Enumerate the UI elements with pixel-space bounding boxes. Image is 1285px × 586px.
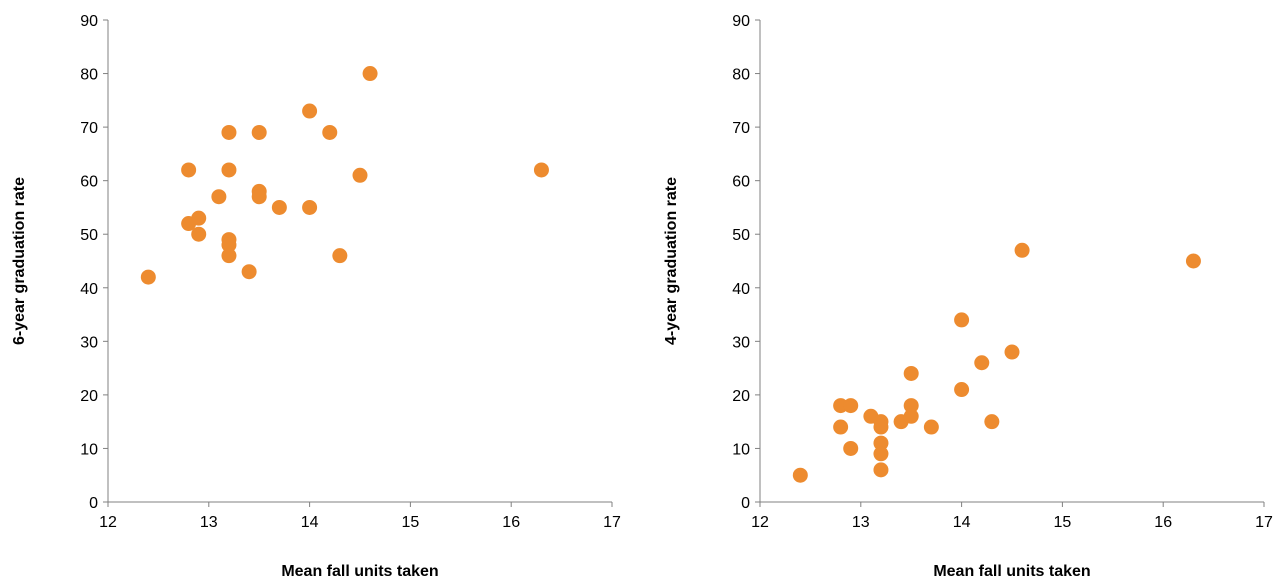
right-x-tick-label: 13 <box>852 514 870 531</box>
left-data-point <box>302 199 318 215</box>
left-x-tick-label: 12 <box>99 514 117 531</box>
right-data-point <box>923 419 939 435</box>
right-data-point <box>843 398 859 414</box>
right-y-tick-label: 50 <box>732 227 750 244</box>
left-data-point <box>332 248 348 264</box>
left-data-point <box>221 237 237 253</box>
left-data-point <box>322 124 338 140</box>
left-data-point <box>211 189 227 205</box>
right-data-point <box>903 408 919 424</box>
left-data-point <box>251 189 267 205</box>
left-chart: 0 10 20 30 40 50 60 70 80 90 12 13 14 15 16 17 Mean fall… <box>11 13 621 580</box>
right-y-tick-label: 0 <box>741 495 750 512</box>
left-data-point <box>302 103 318 119</box>
right-y-tick-label: 40 <box>732 281 750 298</box>
right-data-point <box>903 365 919 381</box>
right-x-tick-label: 12 <box>751 514 769 531</box>
left-data-point <box>181 162 197 178</box>
right-y-tick-label: 60 <box>732 174 750 191</box>
left-y-tick-label: 20 <box>80 388 98 405</box>
left-y-tick-label: 30 <box>80 334 98 351</box>
left-data-point <box>362 66 378 82</box>
right-data-point <box>984 414 1000 430</box>
right-x-tick-label: 17 <box>1255 514 1273 531</box>
left-x-tick-label: 14 <box>301 514 319 531</box>
right-data-point <box>873 435 889 451</box>
left-y-axis-title: 6-year graduation rate <box>11 177 28 345</box>
right-data-point <box>1014 242 1030 258</box>
left-data-point <box>352 167 368 183</box>
left-x-tick-label: 16 <box>502 514 520 531</box>
right-data-point <box>792 467 808 483</box>
left-y-tick-label: 50 <box>80 227 98 244</box>
right-x-axis-title: Mean fall units taken <box>933 563 1090 580</box>
right-x-tick-label: 15 <box>1054 514 1072 531</box>
right-data-point <box>873 462 889 478</box>
right-y-axis-title: 4-year graduation rate <box>663 177 680 345</box>
right-x-tick-label: 16 <box>1154 514 1172 531</box>
right-data-point <box>903 398 919 414</box>
right-data-point <box>1004 344 1020 360</box>
left-data-point <box>191 226 207 242</box>
left-y-tick-label: 70 <box>80 120 98 137</box>
left-y-tick-label: 10 <box>80 441 98 458</box>
left-data-point <box>140 269 156 285</box>
left-data-point <box>221 162 237 178</box>
left-y-tick-label: 40 <box>80 281 98 298</box>
right-x-tick-label: 14 <box>953 514 971 531</box>
right-data-point <box>954 382 970 398</box>
right-data-point <box>974 355 990 371</box>
right-y-tick-label: 20 <box>732 388 750 405</box>
right-data-point <box>873 446 889 462</box>
right-y-tick-label: 30 <box>732 334 750 351</box>
left-data-point <box>221 124 237 140</box>
left-data-point <box>191 210 207 226</box>
right-y-tick-label: 80 <box>732 67 750 84</box>
left-x-axis-title: Mean fall units taken <box>281 563 438 580</box>
left-data-point <box>221 248 237 264</box>
left-y-tick-label: 0 <box>89 495 98 512</box>
right-data-point <box>954 312 970 328</box>
right-data-point <box>843 440 859 456</box>
right-data-point <box>833 419 849 435</box>
right-y-tick-label: 70 <box>732 120 750 137</box>
left-y-tick-label: 80 <box>80 67 98 84</box>
right-y-tick-label: 10 <box>732 441 750 458</box>
left-data-point <box>271 199 287 215</box>
right-data-point <box>873 419 889 435</box>
left-x-tick-label: 13 <box>200 514 218 531</box>
left-y-tick-label: 90 <box>80 13 98 30</box>
left-x-tick-label: 15 <box>402 514 420 531</box>
left-data-point <box>251 124 267 140</box>
left-data-point <box>241 264 257 280</box>
right-chart: 0 10 20 30 40 50 60 70 80 90 12 13 14 15 16 17 Mean fall… <box>663 13 1273 580</box>
left-y-tick-label: 60 <box>80 174 98 191</box>
left-x-tick-label: 17 <box>603 514 621 531</box>
right-y-tick-label: 90 <box>732 13 750 30</box>
left-data-point <box>533 162 549 178</box>
right-data-point <box>1185 253 1201 269</box>
